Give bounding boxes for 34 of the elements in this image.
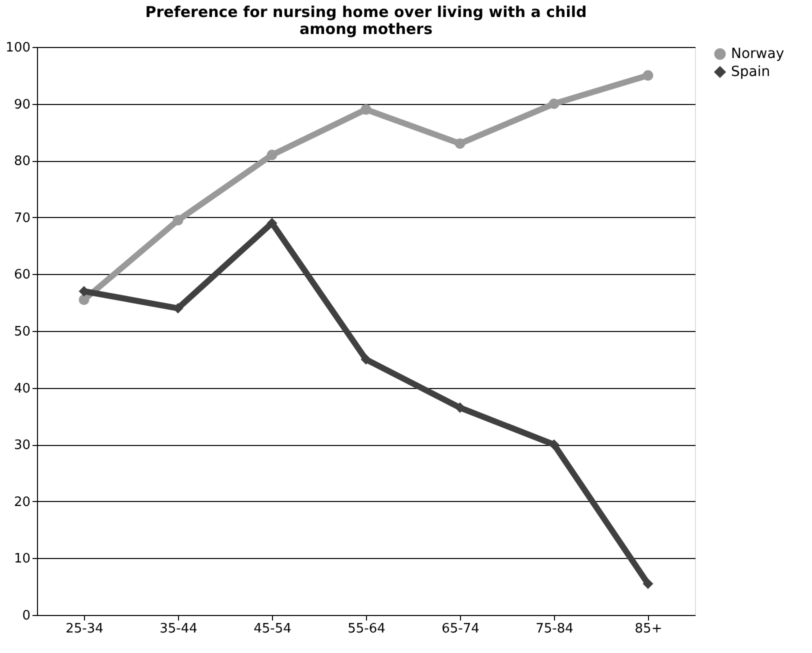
y-tick-label: 60 xyxy=(14,268,30,283)
x-tick-label: 75-84 xyxy=(536,622,574,636)
legend-label: Norway xyxy=(731,46,784,62)
y-tick-label: 70 xyxy=(14,210,30,226)
point xyxy=(360,354,372,365)
x-tick-label: 65-74 xyxy=(442,622,480,636)
point xyxy=(266,150,278,160)
y-tick-label: 80 xyxy=(14,154,30,170)
x-tick-label: 35-44 xyxy=(160,622,198,636)
y-tick-label: 0 xyxy=(22,608,30,624)
point xyxy=(548,98,560,110)
y-tick-label: 50 xyxy=(14,324,30,340)
y-tick-label: 40 xyxy=(14,381,30,396)
y-tick-label: 10 xyxy=(14,552,30,567)
text: among mothers xyxy=(300,20,432,38)
point xyxy=(360,104,372,115)
point xyxy=(642,578,654,590)
point xyxy=(454,402,466,413)
x-tick-label: 85+ xyxy=(634,622,662,636)
legend-label: Spain xyxy=(731,64,770,80)
text: Preference for nursing home over living with a child xyxy=(145,3,587,21)
x-tick-label: 45-54 xyxy=(254,622,292,636)
point xyxy=(266,218,278,228)
point xyxy=(642,70,654,81)
x-tick-label: 25-34 xyxy=(66,622,104,636)
point xyxy=(78,294,90,305)
y-tick-label: 20 xyxy=(14,494,30,510)
y-tick-label: 100 xyxy=(6,40,30,56)
point xyxy=(548,439,560,450)
y-tick-label: 30 xyxy=(14,438,30,454)
x-tick-label: 55-64 xyxy=(348,622,386,636)
point xyxy=(454,138,466,149)
y-tick-label: 90 xyxy=(14,97,30,112)
point xyxy=(172,215,184,226)
